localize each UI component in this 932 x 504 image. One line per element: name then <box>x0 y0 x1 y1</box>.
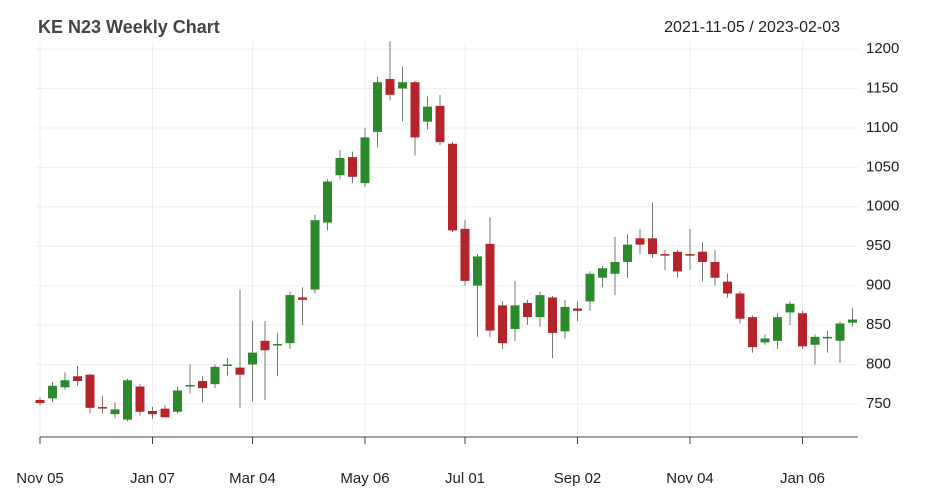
candle-body <box>173 390 182 412</box>
candle-body <box>285 295 295 344</box>
y-tick-label: 1150 <box>866 79 898 96</box>
candle-body <box>810 336 820 345</box>
date-range: 2021-11-05 / 2023-02-03 <box>664 19 840 36</box>
y-tick-label: 800 <box>866 355 891 372</box>
candle-body <box>385 79 395 95</box>
candle-body <box>485 243 495 331</box>
candle-body <box>135 386 145 412</box>
candle-body <box>298 297 307 300</box>
candle-body <box>773 317 782 341</box>
x-tick-label: Mar 04 <box>229 470 276 487</box>
y-tick-label: 1200 <box>866 40 899 57</box>
candle-body <box>160 408 170 418</box>
candle-body <box>148 410 157 415</box>
chart-title: KE N23 Weekly Chart <box>38 17 220 37</box>
candle-body <box>198 381 207 389</box>
candle-body <box>210 366 220 385</box>
candle-body <box>398 82 407 89</box>
candle-body <box>823 336 832 339</box>
y-tick-label: 950 <box>866 237 891 254</box>
y-tick-label: 850 <box>866 316 891 333</box>
candle-body <box>323 181 332 223</box>
x-tick-label: Jan 06 <box>780 470 825 487</box>
y-tick-label: 1100 <box>866 119 898 136</box>
candle-body <box>698 251 707 262</box>
candle-body <box>848 319 857 323</box>
candle-body <box>498 305 507 344</box>
candle-body <box>348 157 357 177</box>
candle-body <box>273 343 282 346</box>
x-tick-label: Nov 04 <box>666 470 714 487</box>
candle-body <box>710 261 720 278</box>
candle-body <box>235 367 245 375</box>
candle-body <box>598 268 607 278</box>
candle-body <box>448 143 457 231</box>
candle-body <box>648 238 657 255</box>
candle-body <box>635 238 645 245</box>
candle-body <box>685 254 695 256</box>
candle-body <box>723 281 732 294</box>
candle-body <box>248 352 257 365</box>
candle-body <box>48 385 57 399</box>
candle-body <box>435 105 445 143</box>
y-tick-label: 1050 <box>866 158 899 175</box>
candle-body <box>223 364 232 366</box>
candle-body <box>410 82 420 138</box>
x-tick-label: Jan 07 <box>130 470 175 487</box>
x-tick-label: May 06 <box>340 470 389 487</box>
candle-body <box>60 380 70 388</box>
candle-body <box>310 220 320 290</box>
candle-body <box>473 256 482 286</box>
candle-body <box>760 338 770 343</box>
candle-body <box>335 157 345 176</box>
y-tick-label: 750 <box>866 395 891 412</box>
candle-body <box>423 106 432 122</box>
candle-body <box>623 244 632 262</box>
candle-body <box>735 293 745 319</box>
candle-body <box>785 303 795 313</box>
x-tick-label: Jul 01 <box>445 470 485 487</box>
candle-body <box>123 380 132 420</box>
candle-body <box>660 254 670 256</box>
candle-body <box>673 251 682 272</box>
candle-body <box>360 137 370 184</box>
candle-body <box>110 409 120 415</box>
candle-body <box>585 273 595 302</box>
candle-body <box>573 308 582 311</box>
x-tick-label: Nov 05 <box>16 470 64 487</box>
candle-body <box>548 297 557 333</box>
candle-body <box>460 228 470 281</box>
candle-body <box>560 306 570 332</box>
candle-body <box>748 317 757 348</box>
y-tick-label: 900 <box>866 277 891 294</box>
y-tick-label: 1000 <box>866 198 899 215</box>
candle-body <box>98 407 107 409</box>
x-tick-label: Sep 02 <box>554 470 602 487</box>
candle-body <box>35 399 45 404</box>
candle-body <box>610 261 620 274</box>
candle-body <box>510 305 520 329</box>
candle-body <box>535 295 545 318</box>
candle-body <box>798 313 807 347</box>
candle-body <box>185 384 195 387</box>
candle-body <box>85 374 95 408</box>
candle-body <box>260 340 270 351</box>
candle-body <box>523 302 532 318</box>
candle-body <box>73 376 82 382</box>
candle-body <box>373 82 382 132</box>
candle-body <box>835 323 845 341</box>
